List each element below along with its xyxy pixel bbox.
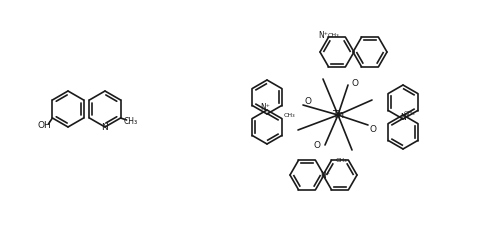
Text: CH₃: CH₃ — [404, 111, 416, 116]
Text: Th: Th — [332, 110, 344, 120]
Text: CH₃: CH₃ — [284, 113, 296, 118]
Text: O: O — [352, 79, 358, 87]
Text: N⁺: N⁺ — [320, 172, 330, 180]
Text: CH₃: CH₃ — [328, 33, 339, 38]
Text: N⁺: N⁺ — [319, 31, 328, 40]
Text: CH₃: CH₃ — [124, 116, 137, 126]
Text: N⁺: N⁺ — [260, 104, 270, 113]
Text: N⁺: N⁺ — [400, 114, 410, 123]
Text: N: N — [102, 123, 109, 133]
Text: O: O — [313, 141, 321, 150]
Text: O: O — [370, 124, 377, 133]
Text: O: O — [304, 98, 311, 106]
Text: OH: OH — [37, 121, 51, 131]
Text: CH₃: CH₃ — [335, 158, 347, 163]
